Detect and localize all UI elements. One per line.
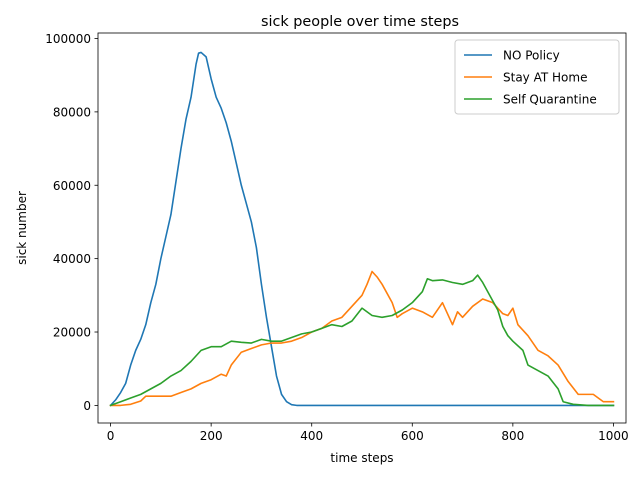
plot-frame bbox=[97, 32, 627, 424]
y-tick-label: 80000 bbox=[53, 105, 91, 119]
y-tick-label: 0 bbox=[83, 399, 91, 413]
x-tick-label: 200 bbox=[200, 429, 223, 443]
legend-label-1: Stay AT Home bbox=[503, 71, 587, 85]
x-tick-label: 600 bbox=[401, 429, 424, 443]
y-tick-label: 40000 bbox=[53, 252, 91, 266]
series-line-0 bbox=[109, 51, 615, 407]
y-axis-label: sick number bbox=[15, 191, 29, 265]
legend-label-0: NO Policy bbox=[503, 49, 560, 63]
x-tick-label: 800 bbox=[501, 429, 524, 443]
series-line-2 bbox=[109, 274, 615, 407]
series-line-1 bbox=[109, 270, 615, 407]
x-axis: 0 200 400 600 800 1000 bbox=[107, 423, 629, 443]
legend: NO Policy Stay AT Home Self Quarantine bbox=[454, 39, 620, 115]
legend-label-2: Self Quarantine bbox=[503, 93, 597, 107]
y-tick-label: 60000 bbox=[53, 179, 91, 193]
y-tick-label: 100000 bbox=[45, 32, 91, 46]
y-tick-label: 20000 bbox=[53, 326, 91, 340]
x-axis-label: time steps bbox=[330, 451, 393, 465]
y-axis: 0 20000 40000 60000 80000 100000 bbox=[45, 32, 98, 413]
x-tick-label: 400 bbox=[300, 429, 323, 443]
legend-box bbox=[454, 39, 620, 115]
x-tick-label: 1000 bbox=[598, 429, 629, 443]
chart-title: sick people over time steps bbox=[261, 14, 459, 30]
series-layer bbox=[109, 51, 615, 407]
x-tick-label: 0 bbox=[107, 429, 115, 443]
